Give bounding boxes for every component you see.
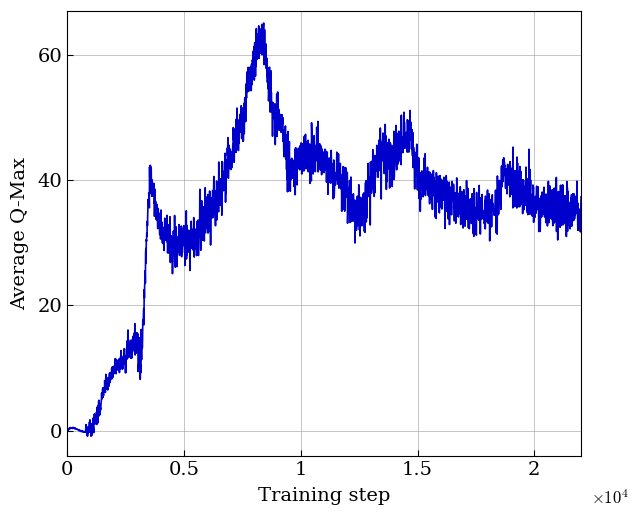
Text: $\times10^4$: $\times10^4$ [591, 489, 629, 508]
Y-axis label: Average Q-Max: Average Q-Max [11, 157, 29, 310]
X-axis label: Training step: Training step [258, 487, 390, 505]
